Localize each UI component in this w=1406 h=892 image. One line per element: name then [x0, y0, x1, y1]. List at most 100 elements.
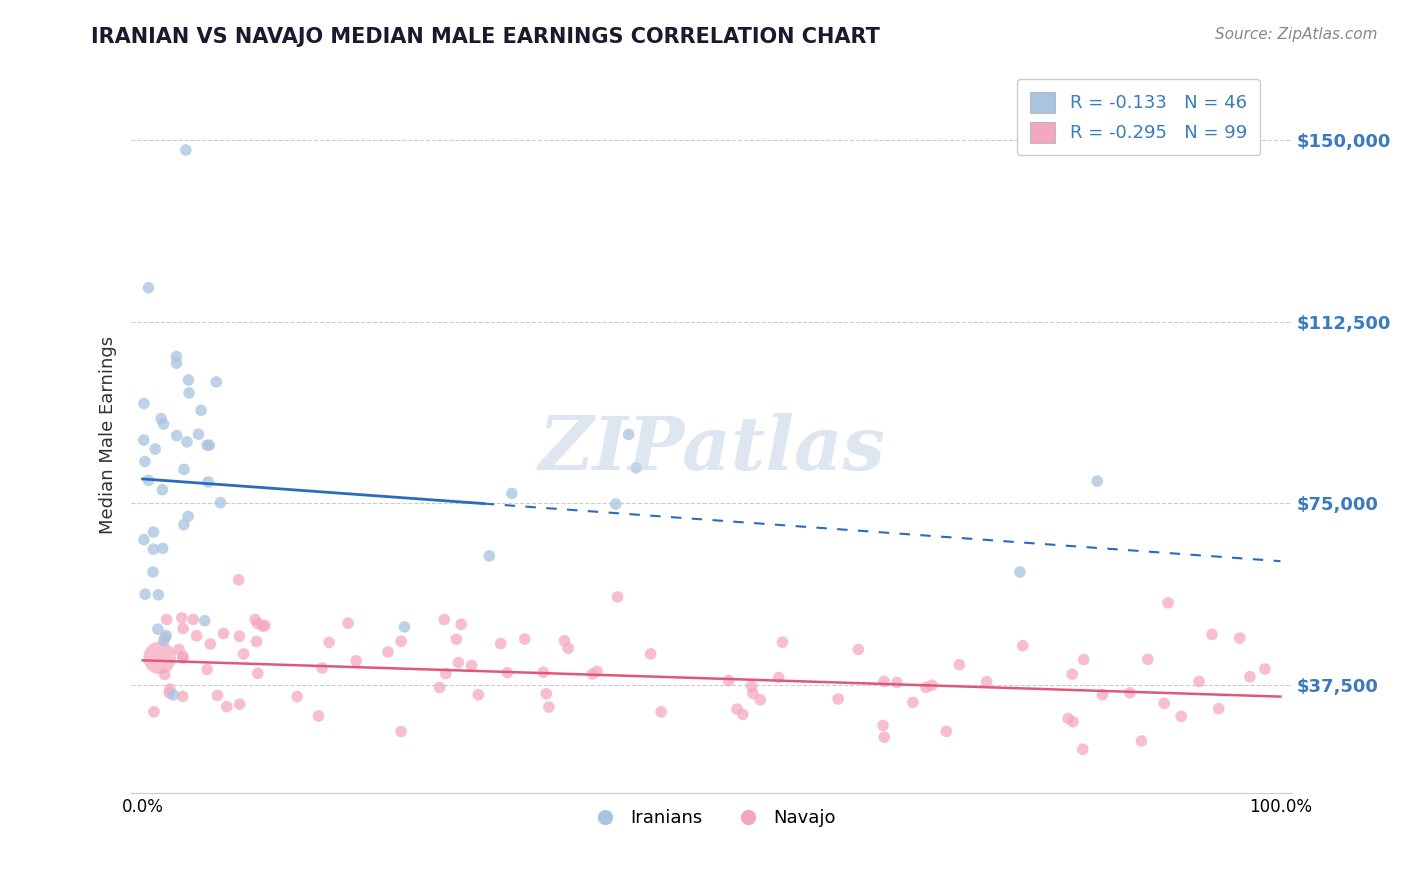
Point	[921, 678, 943, 692]
Point	[166, 356, 188, 370]
Point	[209, 495, 232, 509]
Point	[285, 690, 308, 704]
Point	[246, 666, 269, 681]
Point	[152, 417, 174, 431]
Point	[166, 428, 188, 442]
Point	[1157, 596, 1180, 610]
Legend: Iranians, Navajo: Iranians, Navajo	[581, 802, 844, 834]
Point	[172, 690, 194, 704]
Point	[948, 657, 970, 672]
Point	[172, 622, 194, 636]
Point	[207, 689, 229, 703]
Point	[134, 587, 156, 601]
Point	[650, 705, 672, 719]
Point	[195, 438, 218, 452]
Point	[1071, 742, 1094, 756]
Point	[146, 622, 169, 636]
Point	[132, 433, 155, 447]
Point	[433, 613, 456, 627]
Point	[174, 143, 197, 157]
Point	[1062, 667, 1084, 681]
Point	[1057, 711, 1080, 725]
Point	[1208, 701, 1230, 715]
Point	[467, 688, 489, 702]
Point	[253, 618, 276, 632]
Point	[186, 629, 208, 643]
Point	[181, 612, 204, 626]
Point	[624, 460, 647, 475]
Point	[827, 692, 849, 706]
Point	[167, 642, 190, 657]
Point	[156, 613, 179, 627]
Point	[731, 707, 754, 722]
Point	[725, 702, 748, 716]
Point	[170, 611, 193, 625]
Point	[245, 634, 267, 648]
Point	[173, 462, 195, 476]
Point	[318, 635, 340, 649]
Point	[872, 718, 894, 732]
Point	[886, 675, 908, 690]
Point	[772, 635, 794, 649]
Point	[150, 411, 173, 425]
Point	[177, 386, 200, 401]
Point	[605, 497, 627, 511]
Point	[742, 687, 765, 701]
Point	[1011, 639, 1033, 653]
Point	[1239, 670, 1261, 684]
Point	[1062, 714, 1084, 729]
Point	[389, 724, 412, 739]
Point	[1119, 686, 1142, 700]
Point	[1091, 688, 1114, 702]
Point	[152, 483, 174, 497]
Point	[228, 697, 250, 711]
Point	[172, 649, 194, 664]
Point	[1136, 652, 1159, 666]
Point	[1073, 653, 1095, 667]
Point	[194, 614, 217, 628]
Point	[478, 549, 501, 563]
Point	[215, 699, 238, 714]
Point	[394, 620, 416, 634]
Point	[187, 427, 209, 442]
Y-axis label: Median Male Earnings: Median Male Earnings	[100, 336, 117, 534]
Point	[581, 667, 603, 681]
Point	[1170, 709, 1192, 723]
Point	[741, 679, 763, 693]
Point	[553, 633, 575, 648]
Point	[915, 681, 938, 695]
Point	[935, 724, 957, 739]
Point	[138, 281, 160, 295]
Point	[873, 730, 896, 744]
Point	[142, 565, 165, 579]
Point	[152, 633, 174, 648]
Point	[153, 667, 176, 681]
Point	[246, 616, 269, 631]
Point	[232, 647, 254, 661]
Point	[460, 658, 482, 673]
Point	[205, 375, 228, 389]
Point	[640, 647, 662, 661]
Point	[536, 687, 558, 701]
Point	[148, 588, 170, 602]
Point	[308, 709, 330, 723]
Point	[1153, 697, 1175, 711]
Point	[873, 674, 896, 689]
Point	[429, 681, 451, 695]
Point	[450, 617, 472, 632]
Point	[617, 427, 640, 442]
Point	[389, 634, 412, 648]
Point	[228, 573, 250, 587]
Point	[157, 686, 180, 700]
Point	[195, 662, 218, 676]
Point	[142, 542, 165, 557]
Point	[132, 533, 155, 547]
Point	[138, 474, 160, 488]
Point	[531, 665, 554, 680]
Text: ZIPatlas: ZIPatlas	[538, 414, 884, 486]
Point	[162, 688, 184, 702]
Point	[377, 645, 399, 659]
Point	[1085, 474, 1108, 488]
Point	[143, 442, 166, 456]
Point	[447, 656, 470, 670]
